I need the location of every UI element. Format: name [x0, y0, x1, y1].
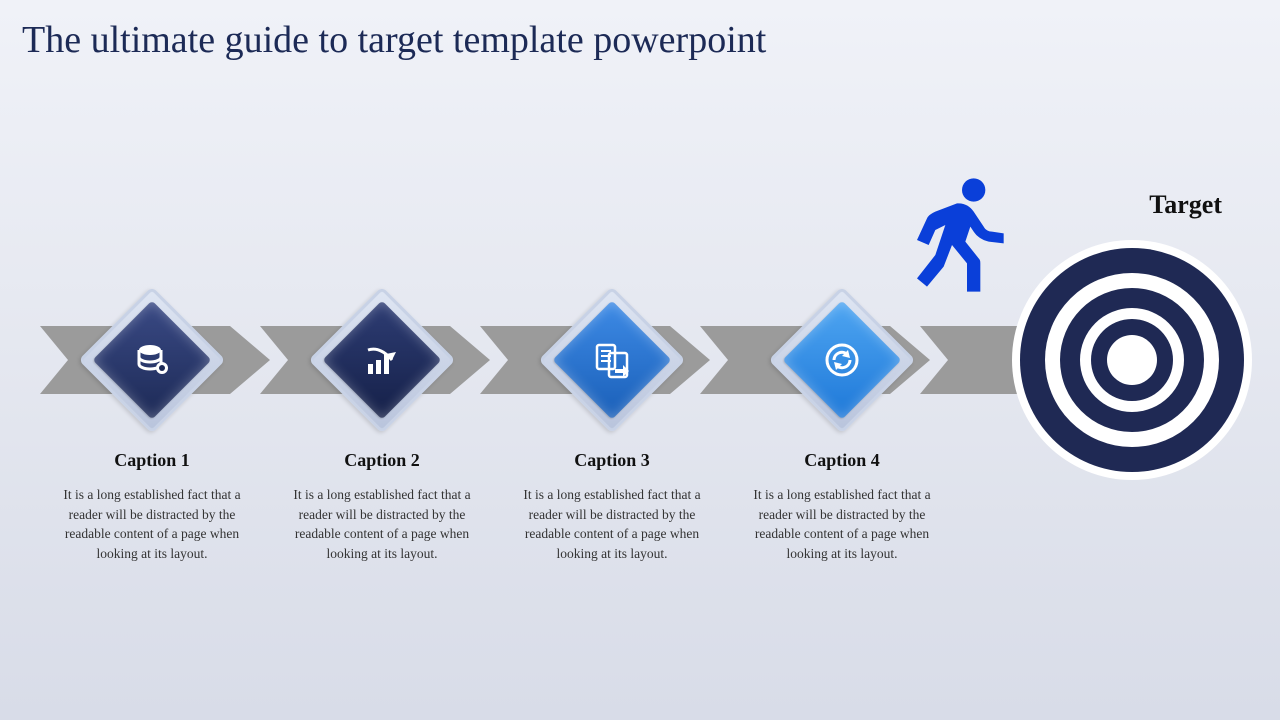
step-diamond [330, 308, 434, 412]
caption-title: Caption 4 [742, 450, 942, 471]
caption-title: Caption 3 [512, 450, 712, 471]
step-diamond [100, 308, 204, 412]
caption-body: It is a long established fact that a rea… [742, 485, 942, 563]
step-caption: Caption 2 It is a long established fact t… [282, 450, 482, 563]
step-caption: Caption 4 It is a long established fact t… [742, 450, 942, 563]
step-diamond [560, 308, 664, 412]
target-label: Target [1149, 190, 1222, 220]
caption-body: It is a long established fact that a rea… [282, 485, 482, 563]
document-transfer-icon [560, 308, 664, 412]
caption-title: Caption 1 [52, 450, 252, 471]
chart-down-icon [330, 308, 434, 412]
bullseye-icon [1012, 240, 1252, 480]
target-ring [1107, 335, 1157, 385]
process-flow [20, 300, 1020, 420]
step-caption: Caption 1 It is a long established fact t… [52, 450, 252, 563]
database-icon [100, 308, 204, 412]
running-person-icon [902, 175, 1012, 295]
step-diamond [790, 308, 894, 412]
caption-body: It is a long established fact that a rea… [52, 485, 252, 563]
caption-body: It is a long established fact that a rea… [512, 485, 712, 563]
page-title: The ultimate guide to target template po… [22, 18, 766, 62]
step-caption: Caption 3 It is a long established fact t… [512, 450, 712, 563]
refresh-circle-icon [790, 308, 894, 412]
caption-title: Caption 2 [282, 450, 482, 471]
target-section: Target [1002, 200, 1262, 500]
